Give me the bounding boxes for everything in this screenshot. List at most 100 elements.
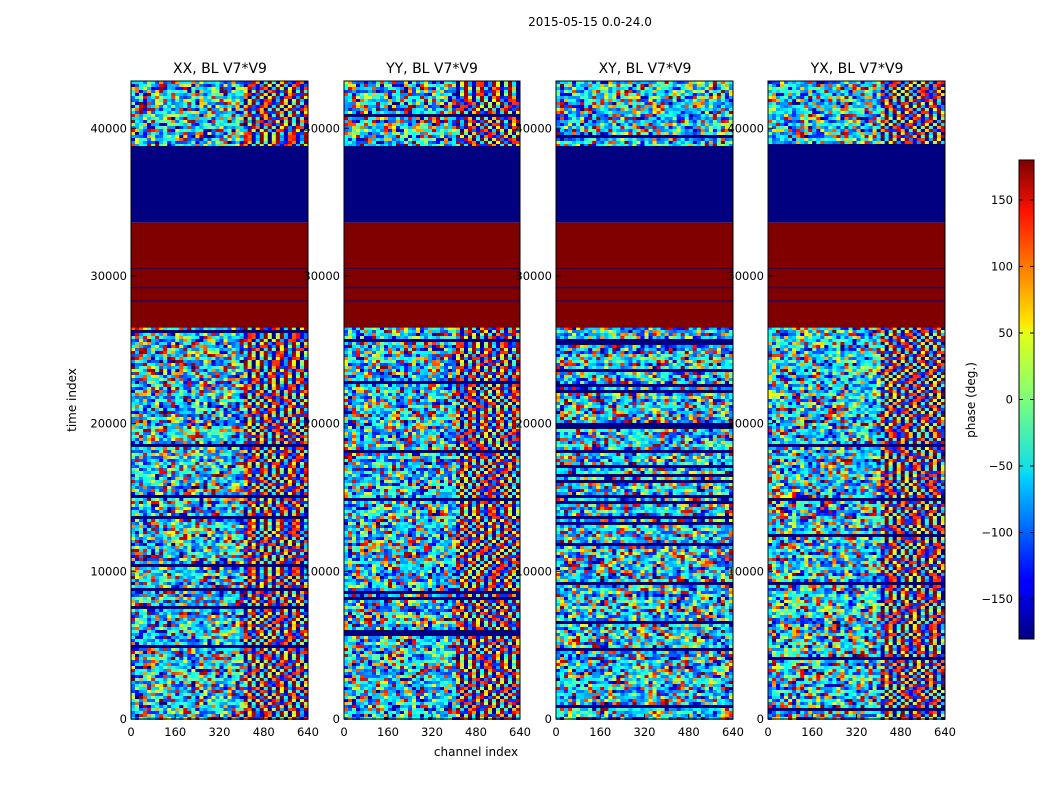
heat-cell <box>283 402 289 405</box>
heat-cell <box>279 546 285 549</box>
heat-cell <box>303 612 309 615</box>
heat-cell <box>247 141 252 144</box>
heat-cell <box>143 396 148 399</box>
heat-cell <box>199 585 204 588</box>
heat-cell <box>295 114 301 117</box>
heat-cell <box>143 129 148 132</box>
heat-cell <box>167 492 172 495</box>
heat-cell <box>155 573 160 576</box>
heat-cell <box>179 360 184 363</box>
heat-cell <box>231 375 236 378</box>
heat-cell <box>255 543 261 546</box>
heat-cell <box>215 468 220 471</box>
heat-cell <box>155 402 160 405</box>
heat-cell <box>215 525 220 528</box>
heat-cell <box>187 336 192 339</box>
heat-cell <box>203 612 208 615</box>
heat-cell <box>251 525 256 528</box>
heat-cell <box>251 507 256 510</box>
heat-cell <box>163 354 168 357</box>
heat-cell <box>263 417 269 420</box>
heat-cell <box>151 519 156 522</box>
heat-cell <box>219 609 224 612</box>
heat-cell <box>191 504 196 507</box>
heat-cell <box>303 117 309 120</box>
heat-cell <box>155 132 160 135</box>
heat-cell <box>287 429 293 432</box>
heat-cell <box>195 534 200 537</box>
heat-cell <box>255 366 261 369</box>
heat-cell <box>191 144 196 147</box>
heat-cell <box>155 594 160 597</box>
heat-cell <box>223 363 228 366</box>
heat-cell <box>203 453 208 456</box>
heat-cell <box>231 102 236 105</box>
heat-cell <box>291 462 297 465</box>
heat-cell <box>239 549 244 552</box>
heat-cell <box>183 432 188 435</box>
heat-cell <box>223 435 228 438</box>
heat-cell <box>131 417 136 420</box>
heat-cell <box>235 414 240 417</box>
heat-cell <box>279 423 285 426</box>
heat-cell <box>287 447 293 450</box>
heat-cell <box>219 501 224 504</box>
heat-cell <box>251 126 256 129</box>
heat-cell <box>219 378 224 381</box>
heat-cell <box>203 120 208 123</box>
heat-cell <box>271 384 277 387</box>
heat-cell <box>135 549 140 552</box>
heat-cell <box>207 399 212 402</box>
heat-cell <box>203 81 208 84</box>
heat-cell <box>135 369 140 372</box>
heat-cell <box>227 579 232 582</box>
heat-cell <box>287 477 293 480</box>
heat-cell <box>291 129 297 132</box>
heat-cell <box>183 345 188 348</box>
heat-cell <box>159 543 164 546</box>
heat-cell <box>255 144 261 147</box>
heat-cell <box>255 453 261 456</box>
heat-cell <box>163 396 168 399</box>
heat-cell <box>139 435 144 438</box>
heat-cell <box>287 513 293 516</box>
heat-cell <box>243 549 248 552</box>
heat-cell <box>239 438 244 441</box>
heat-cell <box>203 390 208 393</box>
heat-cell <box>271 120 277 123</box>
heat-cell <box>139 126 144 129</box>
heat-cell <box>135 327 140 330</box>
heat-cell <box>179 414 184 417</box>
heat-cell <box>255 114 261 117</box>
heat-cell <box>259 342 265 345</box>
heat-cell <box>183 402 188 405</box>
heat-cell <box>227 525 232 528</box>
heat-cell <box>287 372 293 375</box>
heat-cell <box>183 561 188 564</box>
heat-cell <box>195 90 200 93</box>
heat-cell <box>295 600 301 603</box>
heat-cell <box>259 549 265 552</box>
heat-cell <box>139 567 144 570</box>
heat-cell <box>131 348 136 351</box>
heat-cell <box>291 561 297 564</box>
heat-cell <box>163 507 168 510</box>
heat-cell <box>267 501 273 504</box>
heat-cell <box>231 492 236 495</box>
heat-cell <box>219 390 224 393</box>
heat-cell <box>195 501 200 504</box>
heat-cell <box>227 558 232 561</box>
heat-cell <box>175 522 180 525</box>
heat-cell <box>227 450 232 453</box>
heat-cell <box>235 603 240 606</box>
heat-cell <box>131 336 136 339</box>
heat-cell <box>231 618 236 621</box>
heat-cell <box>295 435 301 438</box>
heat-cell <box>183 141 188 144</box>
heat-cell <box>159 432 164 435</box>
heat-cell <box>163 126 168 129</box>
heat-cell <box>171 567 176 570</box>
heat-cell <box>303 585 309 588</box>
heat-cell <box>223 384 228 387</box>
heat-cell <box>255 426 261 429</box>
